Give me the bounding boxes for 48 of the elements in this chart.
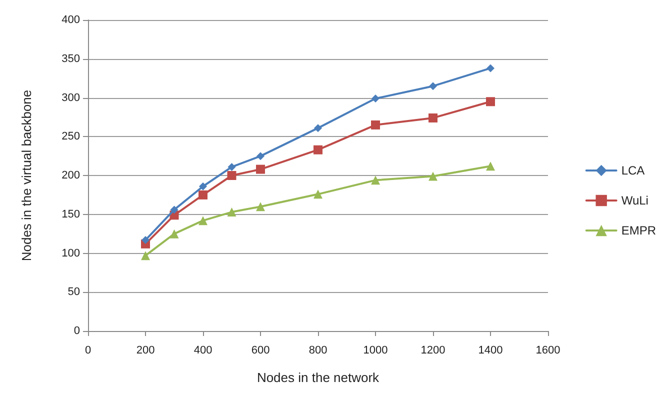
point <box>314 190 322 199</box>
y-tick-label: 200 <box>62 170 80 182</box>
y-tick-label: 250 <box>62 130 80 143</box>
point <box>428 113 438 122</box>
x-tick-label: 1600 <box>536 344 560 356</box>
point <box>228 162 236 171</box>
point <box>170 229 179 238</box>
point <box>372 94 380 103</box>
point <box>371 176 380 185</box>
point <box>429 82 437 90</box>
y-tick-label: 350 <box>62 52 80 65</box>
y-tick-label: 0 <box>74 325 80 337</box>
point <box>227 208 236 217</box>
point <box>486 97 495 106</box>
x-axis-title: Nodes in the network <box>256 370 380 385</box>
point <box>486 162 495 171</box>
x-tick-label: 1000 <box>363 344 388 356</box>
y-tick-label: 50 <box>68 286 80 298</box>
legend-label: LCA <box>621 164 645 178</box>
point <box>141 251 150 260</box>
x-tick-label: 1400 <box>478 344 503 356</box>
point <box>256 152 264 160</box>
point <box>170 206 178 214</box>
x-tick-label: 1200 <box>420 344 446 356</box>
point <box>198 190 208 200</box>
x-tick-label: 0 <box>84 344 92 356</box>
y-tick-label: 400 <box>62 14 80 26</box>
point <box>314 124 322 132</box>
x-tick-label: 400 <box>194 344 212 356</box>
x-tick-label: 200 <box>136 344 155 356</box>
point <box>227 171 236 180</box>
y-tick-label: 150 <box>62 208 80 220</box>
y-tick-label: 300 <box>62 92 80 104</box>
point <box>142 236 150 244</box>
point <box>314 145 322 154</box>
point <box>428 172 438 181</box>
point <box>256 164 265 174</box>
legend-label: EMPR <box>621 224 656 238</box>
x-tick-label: 800 <box>308 344 328 356</box>
point <box>199 182 207 190</box>
point <box>256 202 265 212</box>
y-tick-label: 100 <box>62 247 80 260</box>
point <box>486 64 494 72</box>
point <box>371 120 380 130</box>
legend-label: WuLi <box>621 194 648 208</box>
y-axis-title: Nodes in the virtual backbone <box>19 90 34 262</box>
x-tick-label: 600 <box>251 344 270 356</box>
point <box>198 216 208 226</box>
